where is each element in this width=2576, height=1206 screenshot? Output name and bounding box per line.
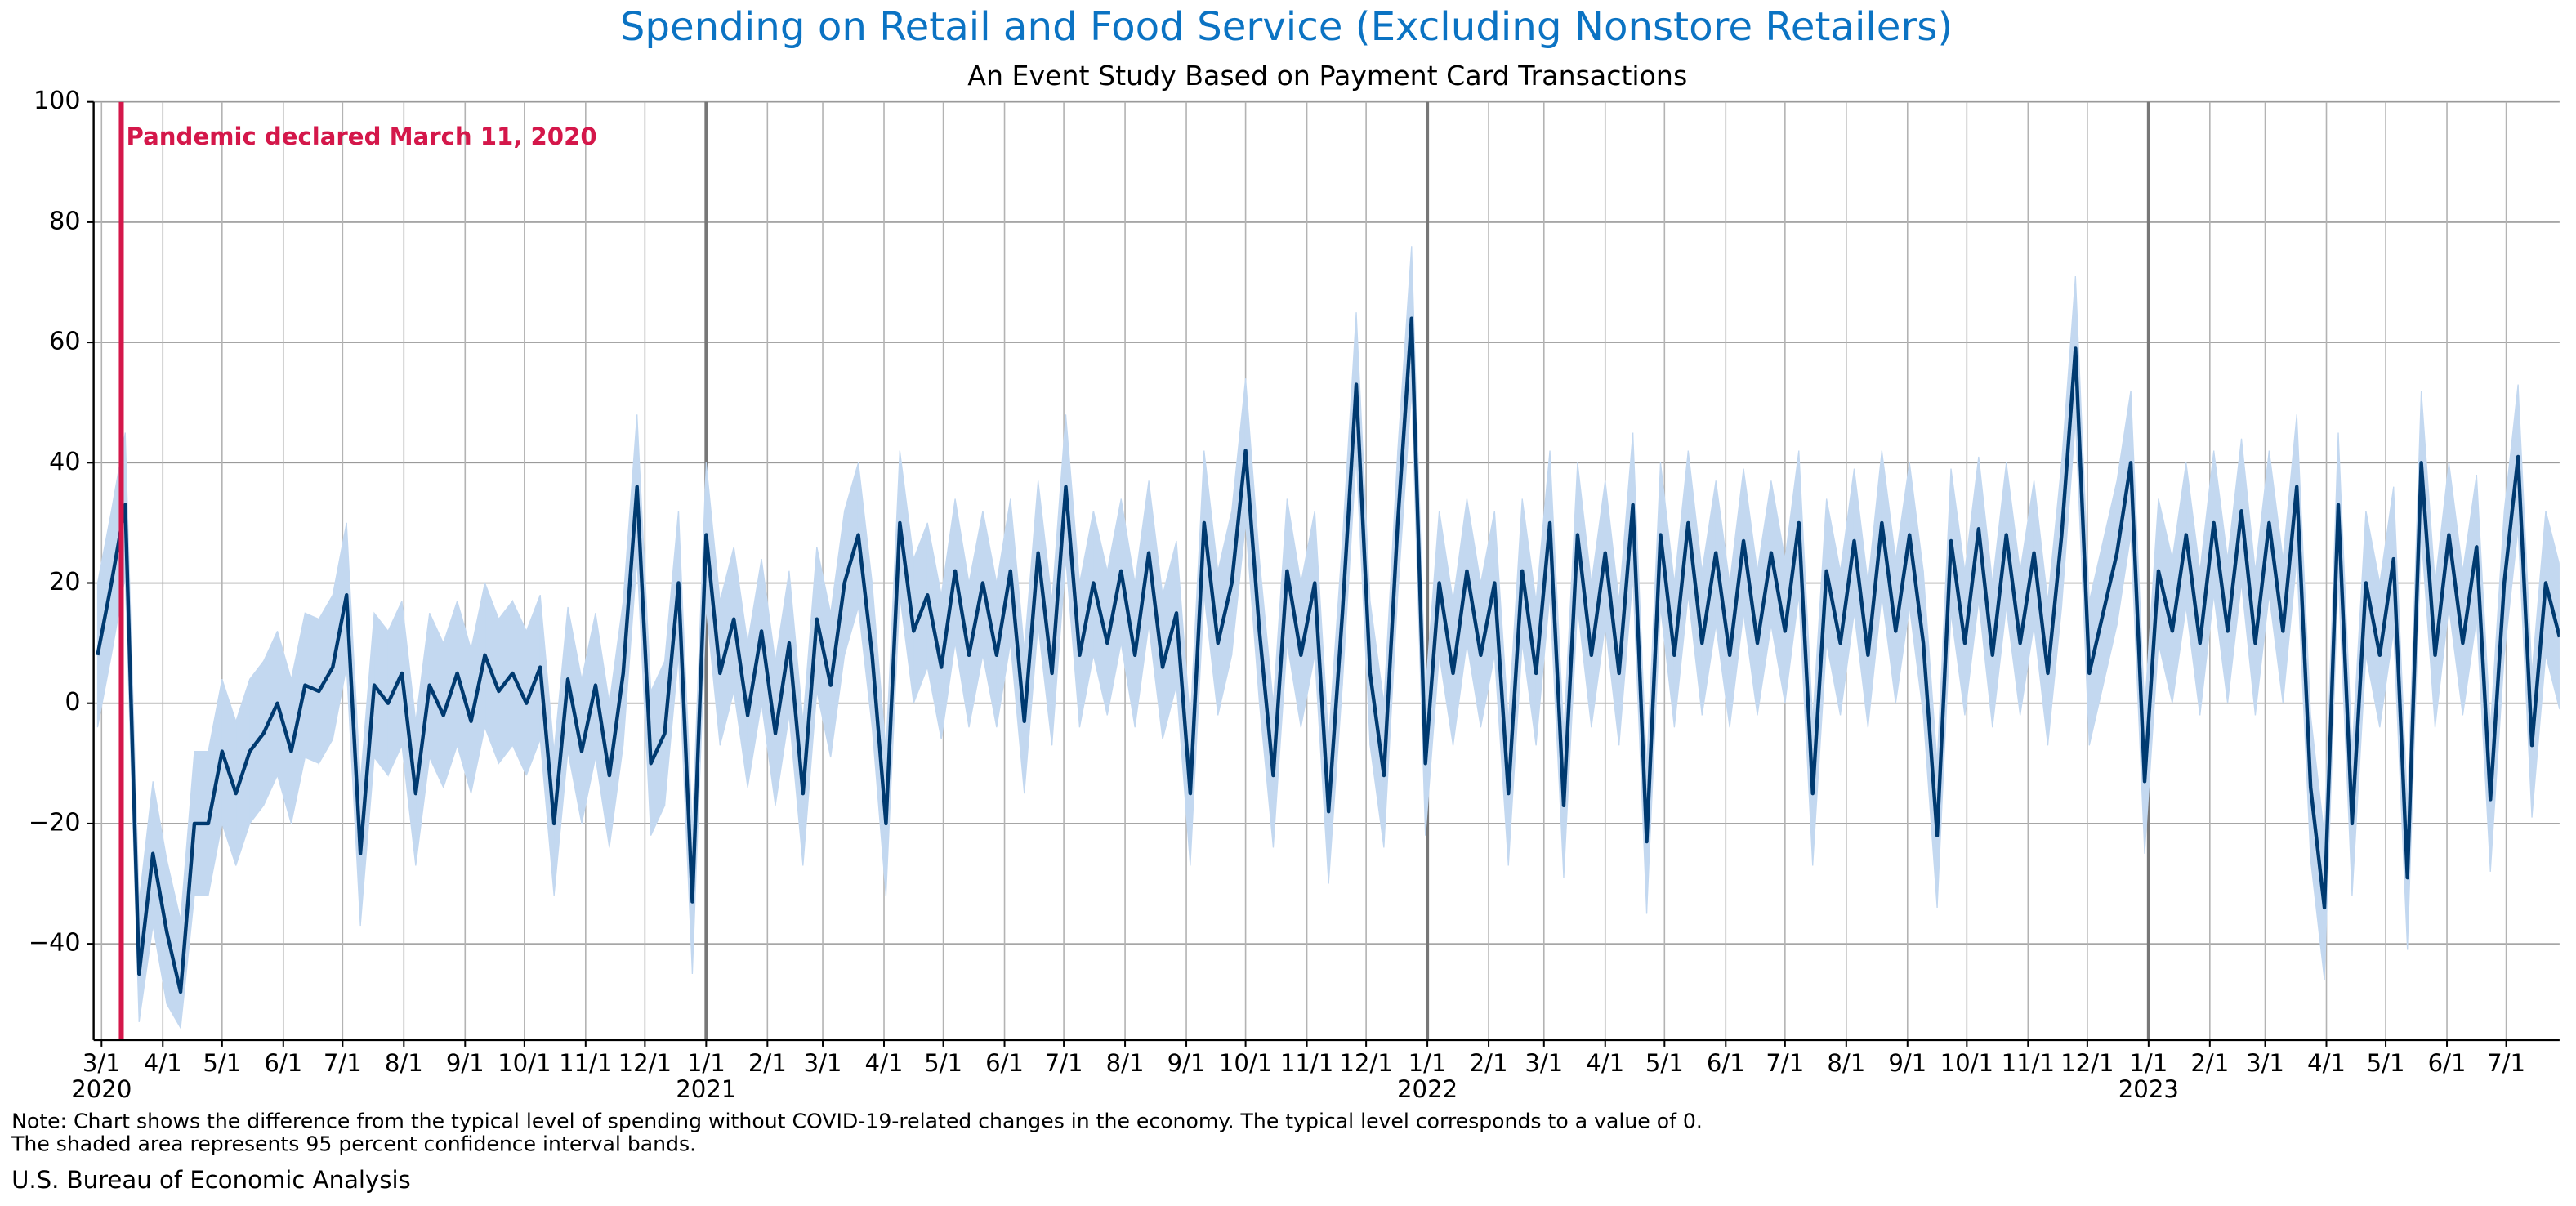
x-tick-label: 6/1: [2428, 1049, 2467, 1077]
x-tick-label: 10/1: [498, 1049, 551, 1077]
year-label: 2022: [1397, 1075, 1458, 1103]
note-line: Note: Chart shows the difference from th…: [11, 1109, 1703, 1132]
x-tick-label: 3/1: [83, 1049, 121, 1077]
y-tick-label: −20: [29, 808, 81, 837]
y-tick-label: 80: [49, 207, 80, 235]
chart-subtitle: An Event Study Based on Payment Card Tra…: [967, 60, 1687, 92]
x-tick-label: 12/1: [1339, 1049, 1392, 1077]
x-tick-label: 5/1: [924, 1049, 962, 1077]
x-tick-label: 3/1: [1525, 1049, 1563, 1077]
y-tick-label: 20: [49, 568, 80, 596]
year-label: 2020: [71, 1075, 132, 1103]
x-tick-label: 2/1: [1470, 1049, 1508, 1077]
x-tick-label: 8/1: [385, 1049, 423, 1077]
x-tick-label: 3/1: [2246, 1049, 2284, 1077]
x-tick-label: 12/1: [618, 1049, 672, 1077]
x-tick-label: 2/1: [748, 1049, 787, 1077]
x-tick-label: 4/1: [1586, 1049, 1624, 1077]
y-tick-label: −40: [29, 929, 81, 958]
x-tick-label: 4/1: [144, 1049, 182, 1077]
x-tick-label: 6/1: [1707, 1049, 1745, 1077]
x-tick-label: 1/1: [2129, 1049, 2168, 1077]
plot-area: [96, 101, 2560, 1040]
x-tick-label: 5/1: [1645, 1049, 1684, 1077]
x-tick-label: 2/1: [2190, 1049, 2229, 1077]
x-tick-label: 4/1: [865, 1049, 904, 1077]
x-tick-label: 8/1: [1827, 1049, 1865, 1077]
y-tick-label: 0: [65, 688, 80, 717]
event-label: Pandemic declared March 11, 2020: [127, 123, 597, 150]
x-tick-label: 12/1: [2060, 1049, 2114, 1077]
data-line: [96, 316, 2560, 994]
x-tick-label: 4/1: [2307, 1049, 2346, 1077]
x-tick-label: 6/1: [264, 1049, 302, 1077]
x-tick-label: 11/1: [559, 1049, 612, 1077]
chart-title: Spending on Retail and Food Service (Exc…: [620, 4, 1953, 50]
year-label: 2023: [2118, 1075, 2179, 1103]
x-tick-label: 7/1: [2487, 1049, 2525, 1077]
x-tick-label: 6/1: [985, 1049, 1024, 1077]
x-tick-label: 8/1: [1106, 1049, 1145, 1077]
x-tick-label: 9/1: [1167, 1049, 1206, 1077]
x-tick-label: 7/1: [324, 1049, 362, 1077]
y-tick-label: 40: [49, 448, 80, 476]
x-tick-label: 5/1: [203, 1049, 241, 1077]
x-tick-label: 10/1: [1219, 1049, 1272, 1077]
y-tick-label: 100: [33, 87, 81, 115]
x-tick-label: 9/1: [1888, 1049, 1926, 1077]
axes: −40 −20 0 20 40 60 80 100 3/1 4/1 5/1 6/1 7/1 8/1 9/1 1…: [29, 87, 2560, 1103]
x-tick-label: 7/1: [1766, 1049, 1804, 1077]
y-tick-label: 60: [49, 328, 80, 356]
x-tick-label: 7/1: [1045, 1049, 1083, 1077]
x-tick-label: 5/1: [2367, 1049, 2405, 1077]
x-tick-label: 9/1: [446, 1049, 484, 1077]
x-tick-label: 1/1: [687, 1049, 725, 1077]
source: U.S. Bureau of Economic Analysis: [11, 1166, 411, 1194]
note-line: The shaded area represents 95 percent co…: [11, 1132, 696, 1156]
year-label: 2021: [676, 1075, 736, 1103]
x-tick-label: 1/1: [1409, 1049, 1447, 1077]
x-tick-label: 11/1: [1280, 1049, 1333, 1077]
x-tick-label: 11/1: [2002, 1049, 2055, 1077]
x-tick-label: 3/1: [804, 1049, 842, 1077]
x-tick-label: 10/1: [1940, 1049, 1993, 1077]
